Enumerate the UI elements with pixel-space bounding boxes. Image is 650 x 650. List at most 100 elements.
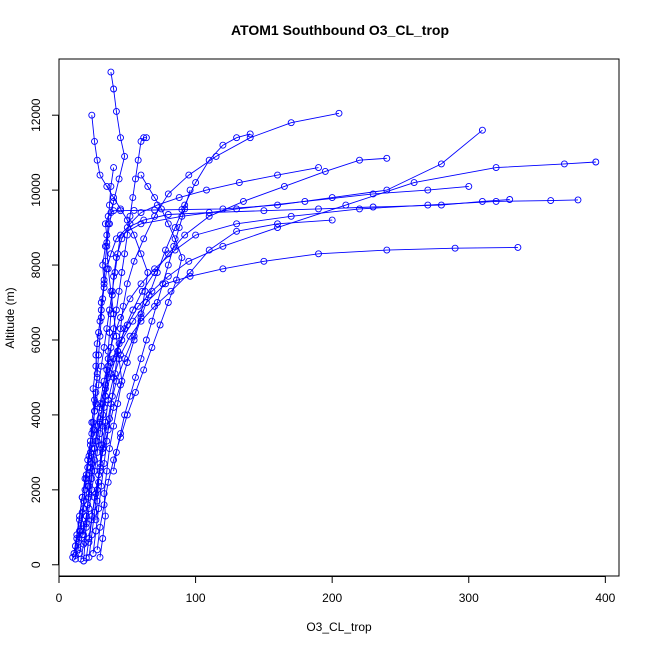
data-point (181, 201, 189, 209)
data-point (342, 201, 350, 209)
series-line (92, 112, 340, 554)
data-point (492, 197, 500, 205)
data-point (104, 478, 112, 486)
data-point (451, 244, 459, 252)
data-point (93, 546, 101, 554)
data-point (100, 501, 108, 509)
y-tick-label: 8000 (29, 251, 43, 278)
data-point (101, 257, 109, 265)
data-point (103, 239, 111, 247)
series-line (73, 185, 469, 554)
data-point (110, 467, 118, 475)
series-6 (77, 243, 522, 563)
data-point (89, 426, 97, 434)
series-0 (71, 126, 486, 563)
data-point (104, 347, 112, 355)
data-point (92, 362, 100, 370)
data-point (547, 197, 555, 205)
data-point (132, 175, 139, 183)
data-point (328, 194, 336, 202)
series-layer (69, 68, 600, 565)
series-line (88, 219, 333, 558)
series-line (83, 167, 115, 562)
data-point (137, 209, 145, 217)
data-point (137, 220, 145, 228)
data-point (233, 205, 241, 213)
x-axis: 0 100 200 300 400 (56, 576, 616, 605)
data-point (142, 134, 150, 142)
data-point (112, 448, 120, 456)
data-point (157, 205, 165, 213)
data-point (99, 448, 107, 456)
data-point (356, 156, 363, 164)
data-point (91, 137, 98, 145)
data-point (110, 456, 118, 464)
data-point (185, 257, 193, 265)
data-point (274, 224, 281, 232)
data-point (103, 366, 111, 374)
data-point (103, 182, 111, 190)
y-tick-label: 2000 (29, 476, 43, 503)
data-point (110, 422, 118, 430)
data-point (205, 246, 213, 254)
data-point (93, 486, 101, 494)
data-point (287, 212, 295, 220)
y-tick-label: 6000 (29, 326, 43, 353)
data-point (104, 426, 112, 434)
data-point (148, 344, 156, 351)
data-point (126, 220, 134, 228)
series-4 (71, 158, 600, 559)
data-point (88, 445, 96, 453)
data-point (107, 182, 115, 190)
data-point (114, 347, 122, 355)
data-point (112, 107, 120, 115)
data-point (137, 355, 145, 363)
series-1 (69, 196, 514, 561)
data-point (96, 332, 104, 340)
data-point (514, 243, 522, 251)
data-point (85, 538, 93, 546)
series-11 (93, 171, 186, 554)
y-axis: 0 2000 4000 6000 8000 10000 12000 (29, 98, 59, 568)
series-line (74, 129, 483, 560)
data-point (81, 538, 89, 546)
data-point (88, 531, 96, 539)
data-point (126, 392, 134, 400)
data-point (92, 400, 100, 408)
data-point (478, 197, 486, 205)
series-line (72, 199, 510, 558)
y-tick-label: 10000 (29, 173, 43, 207)
data-point (132, 373, 139, 381)
data-point (92, 527, 100, 535)
data-point (93, 156, 101, 164)
data-point (148, 317, 156, 325)
data-point (114, 250, 122, 258)
data-point (205, 212, 213, 220)
data-point (140, 366, 148, 374)
data-point (175, 224, 183, 232)
data-point (92, 388, 100, 396)
data-point (118, 235, 126, 243)
data-point (260, 207, 268, 215)
data-point (315, 250, 322, 258)
data-point (85, 553, 93, 561)
data-point (117, 430, 124, 438)
data-point (126, 332, 134, 340)
data-point (97, 441, 105, 449)
data-point (82, 512, 90, 520)
plot-frame (58, 58, 620, 577)
series-12 (70, 182, 473, 557)
data-point (164, 299, 172, 306)
data-point (91, 508, 98, 516)
data-point (186, 269, 194, 276)
data-point (140, 134, 148, 142)
data-point (219, 265, 227, 273)
data-point (162, 246, 169, 254)
y-tick-label: 4000 (29, 401, 43, 428)
series-line (80, 246, 518, 560)
data-point (117, 314, 124, 321)
data-point (107, 250, 115, 258)
data-point (159, 280, 167, 288)
data-point (95, 505, 103, 513)
